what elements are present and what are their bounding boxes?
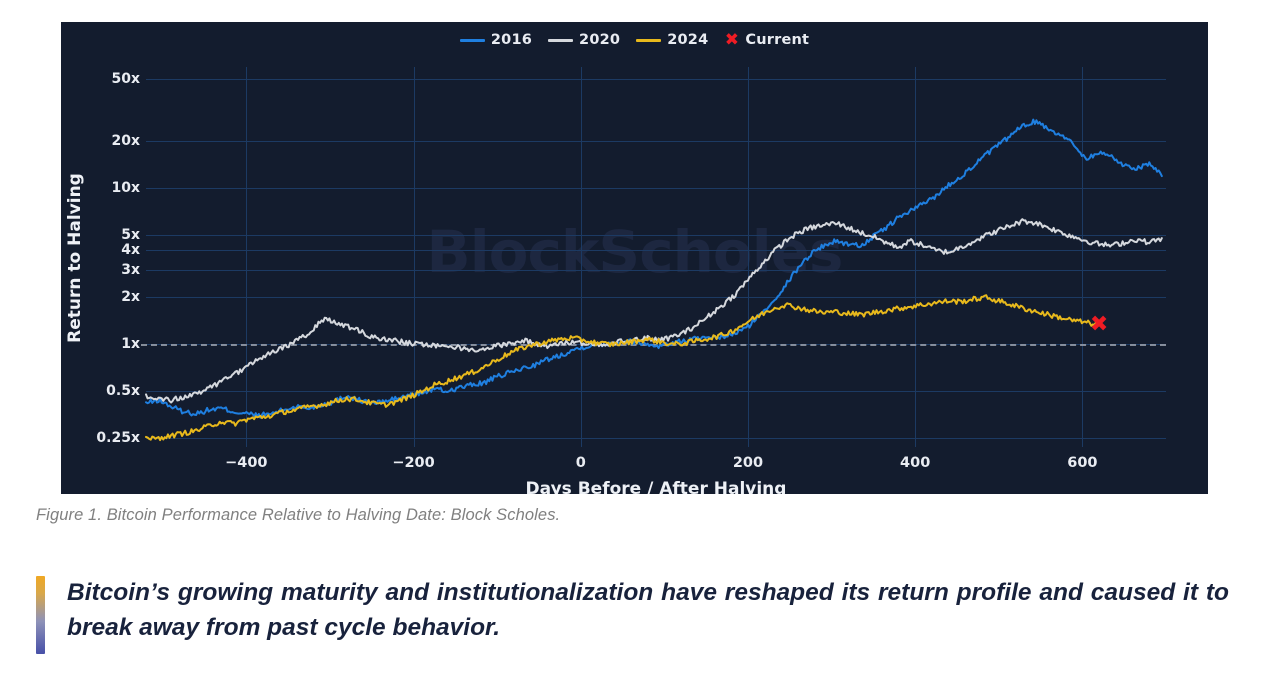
legend-swatch-2024 (636, 38, 662, 42)
gridline-vertical (1082, 67, 1084, 447)
x-tick-label: 600 (1067, 455, 1098, 471)
gridline-vertical (413, 67, 415, 447)
gridline-horizontal (146, 141, 1166, 143)
series-lines (145, 118, 1163, 442)
y-tick-label: 0.25x (96, 430, 140, 447)
gridline-horizontal (146, 438, 1166, 440)
gridline-horizontal (146, 188, 1166, 190)
series-line-2016 (145, 118, 1163, 419)
legend-label-2024: 2024 (667, 32, 709, 48)
legend-label-current: Current (745, 32, 810, 48)
quote-accent-bar (36, 576, 45, 654)
legend-swatch-2020 (548, 38, 574, 42)
x-tick-label: 0 (575, 455, 586, 471)
legend-label-2016: 2016 (490, 32, 533, 48)
chart-legend: 2016 2020 2024 ✖ Current (61, 29, 1208, 50)
y-tick-label: 10x (111, 180, 140, 197)
gridline-horizontal (146, 297, 1166, 299)
quote-text: Bitcoin’s growing maturity and instituti… (67, 579, 1229, 641)
y-axis-title: Return to Halving (65, 173, 85, 343)
y-tick-label: 5x (121, 227, 140, 244)
x-axis-title: Days Before / After Halving (525, 479, 787, 494)
legend-item-2024[interactable]: 2024 (636, 32, 708, 48)
pull-quote: Bitcoin’s growing maturity and instituti… (36, 576, 1236, 654)
gridline-horizontal (146, 269, 1166, 271)
x-tick-label: −200 (392, 455, 435, 471)
y-tick-label: 20x (111, 133, 140, 150)
x-tick-label: −400 (225, 455, 268, 471)
current-marker-icon: ✖ (1089, 312, 1109, 338)
legend-item-2020[interactable]: 2020 (548, 32, 620, 48)
plot-area: 50x 20x 10x 5x 4x 3x 2x 1x 0.5x 0.25x −400 −200 0 20… (96, 67, 1166, 494)
gridline-vertical (747, 67, 749, 447)
gridline-vertical (246, 67, 248, 447)
gridline-horizontal (146, 79, 1166, 81)
y-tick-label: 50x (111, 71, 140, 88)
gridline-horizontal (146, 235, 1166, 237)
current-x-icon: ✖ (724, 29, 739, 50)
figure-caption: Figure 1. Bitcoin Performance Relative t… (36, 506, 561, 524)
x-tick-label: 400 (900, 455, 931, 471)
legend-label-2020: 2020 (579, 32, 621, 48)
x-tick-label: 200 (732, 455, 764, 471)
chart-panel: BlockScholes 2016 2020 2024 ✖ Current 50x 20x… (61, 22, 1208, 494)
y-tick-label: 2x (121, 289, 140, 306)
y-tick-label: 3x (121, 261, 140, 278)
y-tick-label: 1x (121, 336, 140, 353)
legend-item-2016[interactable]: 2016 (459, 32, 533, 48)
y-tick-label: 0.5x (106, 383, 140, 400)
series-line-2024 (145, 294, 1101, 442)
y-tick-label: 4x (121, 242, 140, 259)
gridline-horizontal (146, 250, 1166, 252)
gridline-horizontal (146, 391, 1166, 393)
legend-item-current[interactable]: ✖ Current (724, 29, 810, 50)
gridline-vertical (580, 67, 582, 447)
gridline-vertical (915, 67, 917, 447)
legend-swatch-2016 (459, 38, 485, 42)
series-line-2020 (145, 218, 1163, 404)
